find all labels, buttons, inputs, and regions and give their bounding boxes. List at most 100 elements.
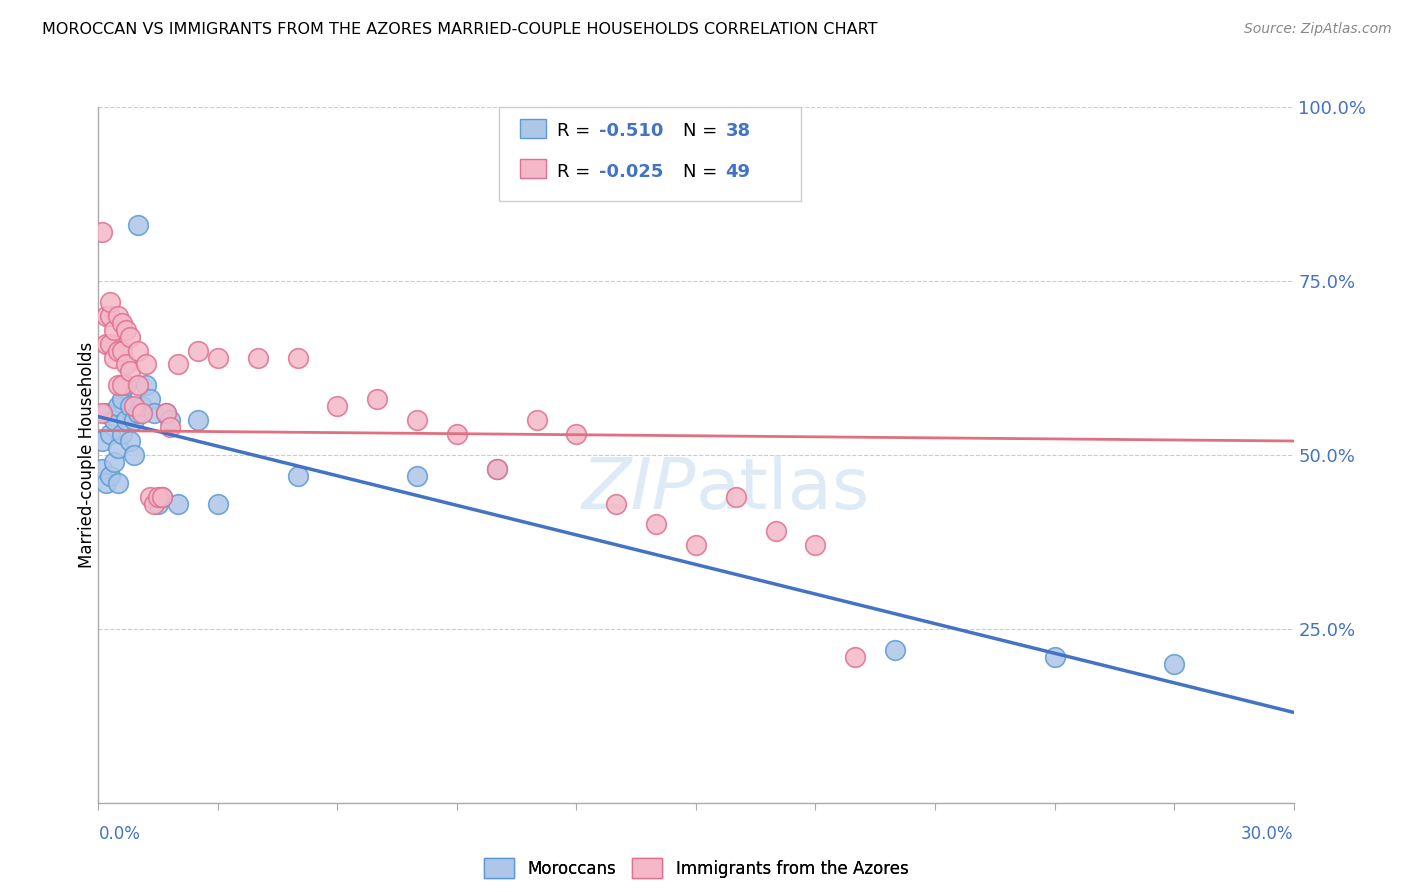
- Text: ZIP: ZIP: [582, 455, 696, 524]
- Point: [120, 434, 142, 448]
- Point: [111, 343, 134, 358]
- Point: [485, 462, 508, 476]
- Point: [135, 378, 157, 392]
- Point: [685, 538, 707, 552]
- Point: [326, 399, 349, 413]
- Point: [155, 406, 177, 420]
- Point: [111, 392, 134, 407]
- Text: R =: R =: [557, 122, 596, 140]
- Point: [150, 490, 173, 504]
- Point: [366, 392, 388, 407]
- Point: [1163, 657, 1185, 671]
- Point: [107, 399, 129, 413]
- Point: [103, 323, 125, 337]
- Point: [159, 420, 181, 434]
- Text: N =: N =: [683, 163, 723, 181]
- Point: [187, 413, 209, 427]
- Point: [207, 351, 229, 365]
- Text: 38: 38: [725, 122, 751, 140]
- Point: [115, 358, 138, 372]
- Text: atlas: atlas: [696, 455, 870, 524]
- Point: [124, 448, 146, 462]
- Point: [107, 343, 129, 358]
- Point: [143, 406, 166, 420]
- Point: [120, 399, 142, 413]
- Point: [187, 343, 209, 358]
- Point: [406, 468, 429, 483]
- Point: [148, 490, 170, 504]
- Point: [246, 351, 269, 365]
- Text: R =: R =: [557, 163, 596, 181]
- Text: 49: 49: [725, 163, 751, 181]
- Point: [135, 358, 157, 372]
- Point: [131, 399, 153, 413]
- Point: [120, 329, 142, 343]
- Point: [96, 475, 118, 490]
- Text: -0.025: -0.025: [599, 163, 664, 181]
- Point: [143, 497, 166, 511]
- Point: [131, 406, 153, 420]
- Point: [139, 392, 162, 407]
- Text: 30.0%: 30.0%: [1241, 825, 1294, 843]
- Point: [98, 468, 122, 483]
- Point: [565, 427, 588, 442]
- Point: [103, 455, 125, 469]
- Point: [111, 378, 134, 392]
- Point: [884, 642, 907, 657]
- Point: [127, 378, 149, 392]
- Point: [446, 427, 468, 442]
- Point: [124, 399, 146, 413]
- Point: [526, 413, 548, 427]
- Point: [804, 538, 827, 552]
- Point: [127, 343, 149, 358]
- Text: N =: N =: [683, 122, 723, 140]
- Text: MOROCCAN VS IMMIGRANTS FROM THE AZORES MARRIED-COUPLE HOUSEHOLDS CORRELATION CHA: MOROCCAN VS IMMIGRANTS FROM THE AZORES M…: [42, 22, 877, 37]
- Point: [724, 490, 747, 504]
- Point: [120, 364, 142, 378]
- Point: [485, 462, 508, 476]
- Legend: Moroccans, Immigrants from the Azores: Moroccans, Immigrants from the Azores: [477, 851, 915, 885]
- Point: [115, 413, 138, 427]
- Point: [98, 309, 122, 323]
- Point: [115, 378, 138, 392]
- Point: [111, 427, 134, 442]
- Text: -0.510: -0.510: [599, 122, 664, 140]
- Point: [159, 413, 181, 427]
- Point: [1043, 649, 1066, 664]
- Point: [844, 649, 866, 664]
- Point: [167, 497, 190, 511]
- Point: [287, 351, 309, 365]
- Point: [287, 468, 309, 483]
- Text: 0.0%: 0.0%: [98, 825, 141, 843]
- Point: [98, 427, 122, 442]
- Point: [645, 517, 668, 532]
- Point: [115, 323, 138, 337]
- Point: [167, 358, 190, 372]
- Point: [155, 406, 177, 420]
- Y-axis label: Married-couple Households: Married-couple Households: [79, 342, 96, 568]
- Point: [91, 406, 114, 420]
- Point: [127, 219, 149, 233]
- Point: [107, 309, 129, 323]
- Point: [765, 524, 787, 539]
- Point: [98, 294, 122, 309]
- Point: [111, 316, 134, 330]
- Point: [103, 351, 125, 365]
- Point: [91, 462, 114, 476]
- Point: [107, 475, 129, 490]
- Point: [124, 413, 146, 427]
- Point: [91, 434, 114, 448]
- Point: [207, 497, 229, 511]
- Point: [103, 413, 125, 427]
- Point: [150, 490, 173, 504]
- Point: [406, 413, 429, 427]
- Point: [605, 497, 627, 511]
- Point: [107, 378, 129, 392]
- Point: [96, 309, 118, 323]
- Point: [148, 497, 170, 511]
- Point: [91, 225, 114, 239]
- Point: [127, 406, 149, 420]
- Point: [139, 490, 162, 504]
- Point: [96, 406, 118, 420]
- Point: [98, 336, 122, 351]
